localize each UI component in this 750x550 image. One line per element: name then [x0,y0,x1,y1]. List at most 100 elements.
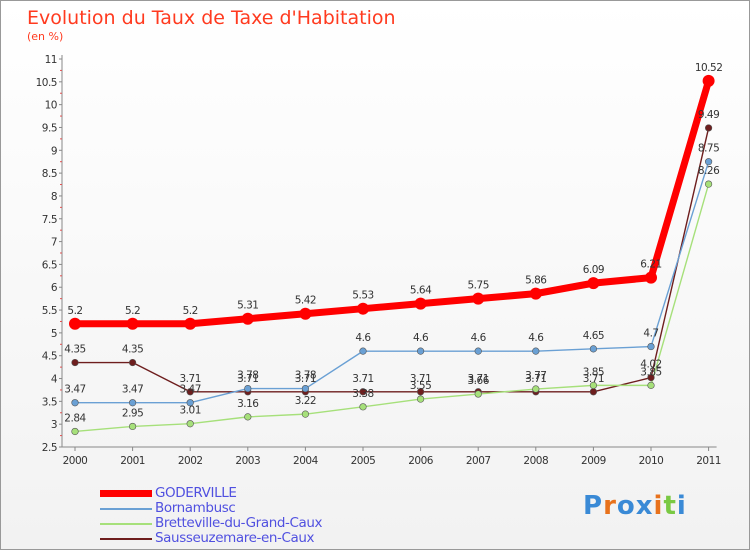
legend-swatch [100,490,152,497]
y-tick-label: 9 [51,145,57,157]
legend-swatch [100,538,152,540]
data-point [414,297,427,310]
legend-item: Bretteville-du-Grand-Caux [100,515,400,531]
legend-label: Bretteville-du-Grand-Caux [155,515,323,531]
legend-item: Bornambusc [100,500,400,516]
data-point [472,292,485,305]
data-point [532,347,540,355]
data-label: 3.01 [180,405,201,417]
data-label: 3.47 [180,384,201,396]
data-label: 4.35 [64,344,85,356]
data-label: 5.2 [67,305,82,317]
data-point [359,388,367,396]
y-tick-label: 4 [51,374,58,386]
proxiti-logo: Proxiti [583,491,687,521]
y-tick-label: 5.5 [42,305,57,317]
data-label: 3.78 [295,370,316,382]
y-tick-label: 10 [45,100,57,112]
data-point [244,384,252,393]
data-point [69,317,81,330]
series-line-0 [75,79,712,328]
data-point [357,302,369,315]
legend-item: Sausseuzemare-en-Caux [100,530,400,546]
data-label: 3.71 [583,373,604,385]
x-tick-label: 2003 [235,455,260,467]
data-point [587,277,600,290]
data-point [529,287,542,300]
data-label: 6.09 [583,264,604,276]
data-point [186,420,194,428]
data-label: 3.66 [468,375,490,387]
data-point [589,388,598,396]
data-label: 3.77 [525,370,546,382]
y-tick-label: 3 [51,419,57,431]
data-label: 3.22 [295,395,316,407]
data-label: 3.16 [237,398,259,410]
data-label: 5.75 [468,280,489,292]
data-point [301,410,310,418]
data-label: 3.47 [122,384,143,396]
data-label: 5.31 [237,300,258,312]
data-label: 6.21 [640,259,661,271]
data-point [589,345,598,353]
data-point [645,271,657,284]
data-point [71,399,79,407]
data-label: 4.6 [528,332,544,344]
y-tick-label: 2.5 [42,442,57,454]
data-point [71,358,79,367]
data-label: 5.2 [125,305,140,317]
y-tick-label: 11 [45,54,57,66]
legend-swatch [100,523,152,525]
data-label: 10.52 [695,62,723,74]
data-point [186,399,194,407]
legend-item: GODERVILLE [100,485,400,501]
data-label: 3.55 [410,380,431,392]
data-point [359,347,367,355]
x-tick-label: 2011 [696,455,721,467]
x-tick-label: 2005 [351,455,376,467]
data-label: 3.71 [525,373,546,385]
data-label: 5.42 [295,295,316,307]
data-point [301,384,310,393]
data-point [417,388,425,396]
data-label: 3.85 [583,366,604,378]
data-point [647,381,655,389]
data-point [299,307,312,320]
chart-title: Evolution du Taux de Taxe d'Habitation [27,7,396,29]
data-label: 8.26 [698,165,720,177]
y-tick-label: 9.5 [42,122,57,134]
y-tick-label: 8 [51,191,57,203]
data-label: 4.6 [471,332,487,344]
data-label: 3.85 [640,366,661,378]
data-point [704,124,713,132]
y-tick-label: 7.5 [42,214,57,226]
legend-swatch [100,508,152,510]
x-tick-label: 2008 [523,455,548,467]
y-tick-label: 6.5 [42,259,57,271]
x-tick-label: 2006 [408,455,434,467]
data-point [241,312,254,325]
series-line-1 [75,161,710,404]
data-label: 4.65 [583,330,604,342]
chart-unit: (en %) [27,30,64,43]
data-point [417,347,425,355]
x-tick-label: 2000 [63,455,88,467]
legend-label: GODERVILLE [155,485,237,501]
data-point [186,388,194,396]
legend-label: Sausseuzemare-en-Caux [155,530,315,546]
data-label: 4.35 [122,344,143,356]
x-tick-label: 2004 [293,455,319,467]
y-tick-label: 7 [51,237,57,249]
y-tick-label: 10.5 [36,77,57,89]
legend: GODERVILLE Bornambusc Bretteville-du-Grand… [100,485,400,546]
data-point [474,347,482,355]
data-point [359,403,367,411]
data-point [702,74,715,87]
x-tick-label: 2007 [466,455,491,467]
data-point [704,180,713,188]
data-label: 9.49 [698,109,719,121]
x-tick-label: 2009 [581,455,606,467]
data-point [244,413,252,421]
data-label: 2.84 [64,412,86,424]
y-tick-label: 5 [51,328,57,340]
